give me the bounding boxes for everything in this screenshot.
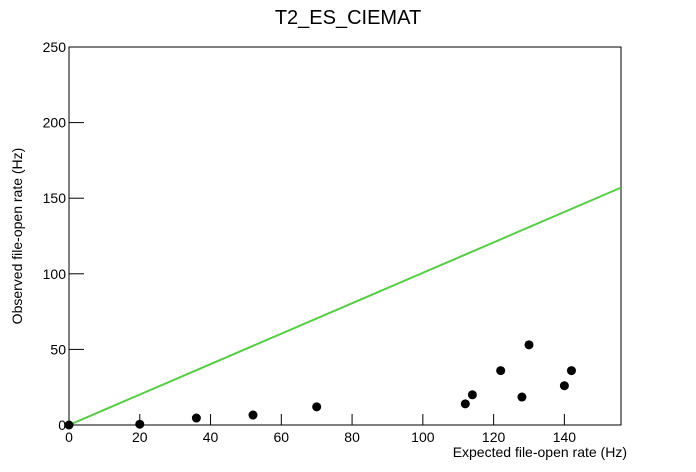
data-point <box>559 381 569 391</box>
x-tick-label: 100 <box>411 429 435 445</box>
y-tick-label: 150 <box>43 190 67 206</box>
y-tick-label: 50 <box>50 341 66 357</box>
y-tick-label: 200 <box>43 115 67 131</box>
reference-line <box>68 186 622 426</box>
y-axis-label: Observed file-open rate (Hz) <box>9 148 25 325</box>
data-point <box>248 410 258 420</box>
y-tick-label: 100 <box>43 266 67 282</box>
data-point <box>467 390 477 400</box>
x-tick-label: 140 <box>553 429 577 445</box>
x-tick-label: 20 <box>132 429 148 445</box>
plot-frame <box>68 46 622 426</box>
y-tick-label: 250 <box>43 39 67 55</box>
x-tick-label: 60 <box>274 429 290 445</box>
x-tick-label: 80 <box>344 429 360 445</box>
data-point <box>135 419 145 429</box>
x-tick-label: 120 <box>482 429 506 445</box>
data-point <box>517 392 527 402</box>
data-point <box>191 413 201 423</box>
y-tick-label: 0 <box>58 417 66 433</box>
data-point <box>524 340 534 350</box>
data-point <box>312 402 322 412</box>
chart-title: T2_ES_CIEMAT <box>275 7 421 29</box>
data-point <box>64 420 74 430</box>
x-tick-label: 0 <box>65 429 73 445</box>
data-point <box>460 399 470 409</box>
x-tick-label: 40 <box>203 429 219 445</box>
data-point <box>496 366 506 376</box>
x-axis-label: Expected file-open rate (Hz) <box>453 444 627 460</box>
data-point <box>566 366 576 376</box>
